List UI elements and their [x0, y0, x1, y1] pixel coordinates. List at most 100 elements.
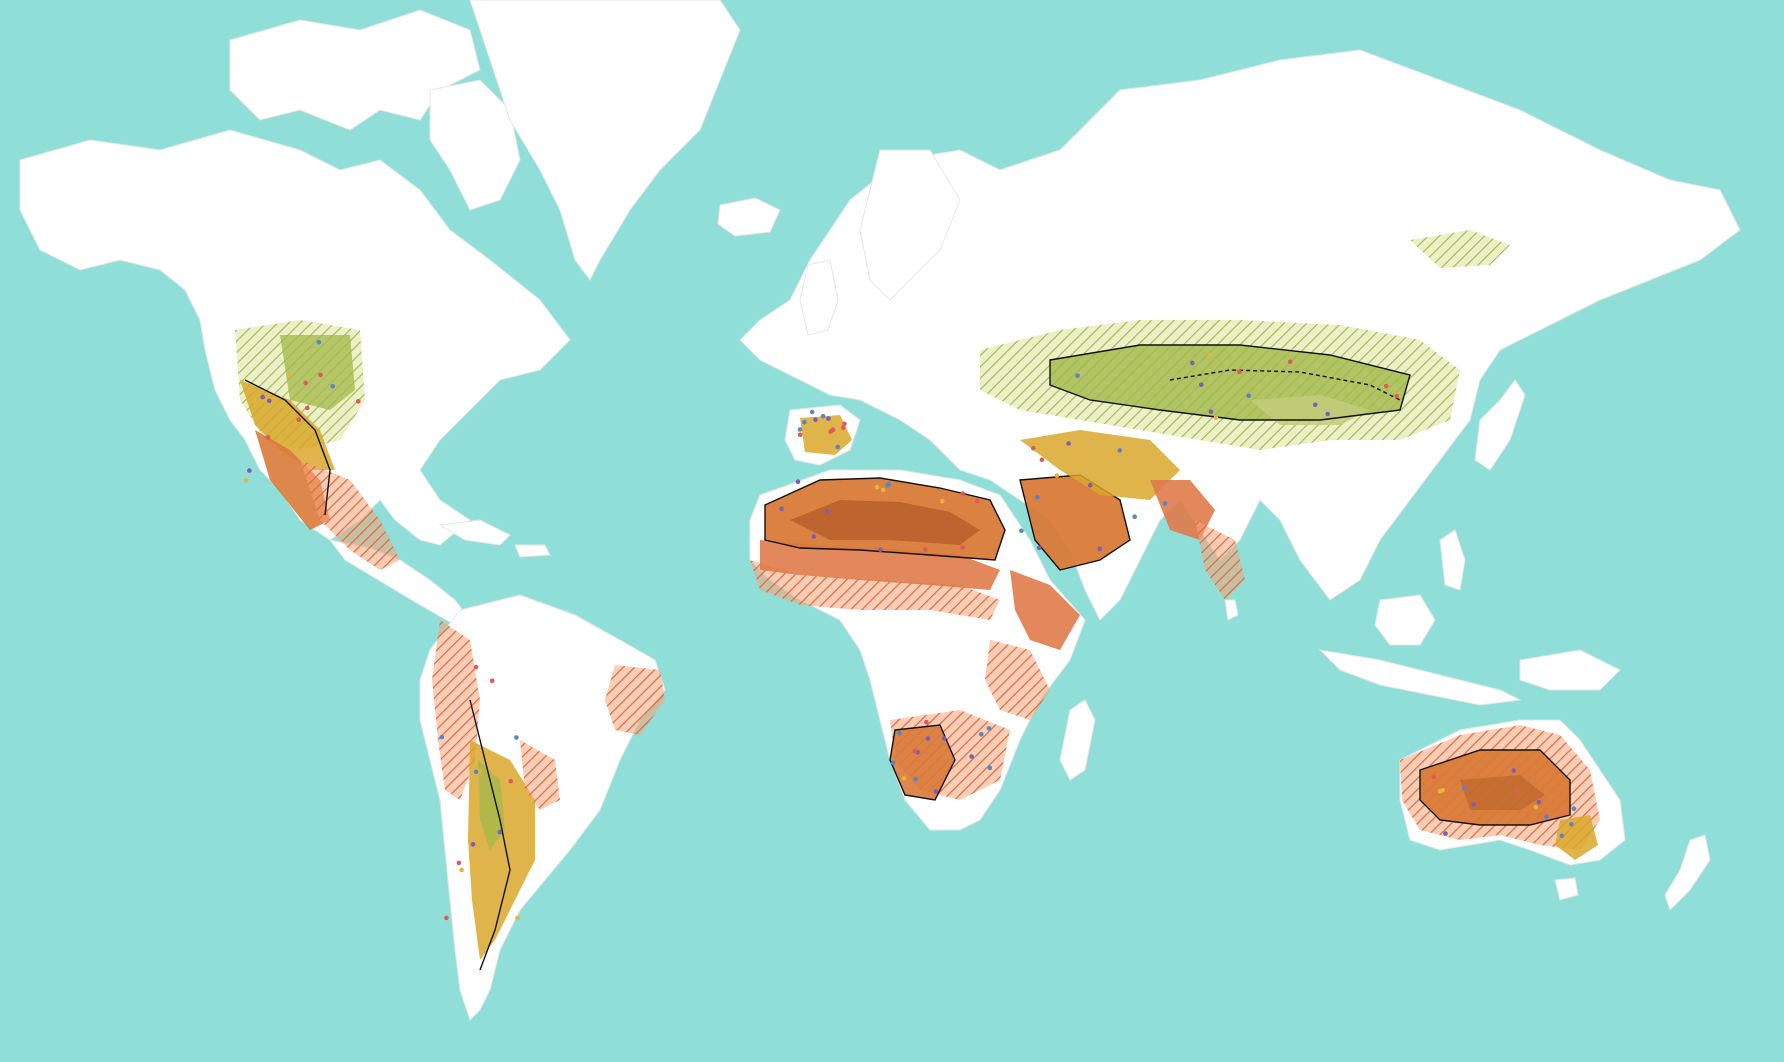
sample-point: [1312, 402, 1318, 408]
sample-point: [1533, 804, 1539, 810]
sample-point: [923, 547, 928, 552]
sample-point: [1461, 785, 1467, 791]
sample-point: [260, 394, 266, 400]
sample-point: [1088, 483, 1093, 488]
sahara-hatch: [750, 560, 1000, 620]
sample-point: [986, 726, 992, 731]
madagascar: [1059, 699, 1096, 781]
sa-hatch-west: [432, 620, 480, 800]
sample-point: [1536, 799, 1542, 805]
au-core: [1460, 775, 1545, 810]
india-hatch: [1195, 520, 1245, 600]
sample-point: [1394, 393, 1400, 399]
sahara-core: [790, 500, 980, 545]
sample-point: [1559, 833, 1565, 839]
sample-point: [1117, 448, 1123, 453]
sample-point: [1325, 411, 1330, 417]
sample-point: [1054, 473, 1060, 478]
sample-point: [247, 468, 252, 473]
borneo: [1374, 594, 1436, 646]
sample-point: [473, 664, 479, 670]
sa-hatch-ne: [605, 665, 665, 735]
sample-point: [969, 754, 974, 759]
na-outline: [244, 379, 331, 516]
sample-point: [831, 446, 836, 451]
siberia-hatch: [1410, 230, 1510, 268]
central-asia-dash: [1169, 369, 1401, 401]
sample-point: [1162, 501, 1168, 506]
central-asia-outline: [1049, 344, 1411, 421]
sample-point: [1135, 478, 1141, 483]
sample-point: [826, 416, 831, 421]
sample-point: [974, 498, 980, 504]
sa-outline: [469, 699, 511, 971]
sample-points: [243, 340, 1577, 921]
sample-point: [356, 399, 361, 404]
sample-point: [1515, 788, 1520, 793]
sample-point: [897, 730, 902, 736]
sample-point: [296, 417, 302, 423]
sample-point: [473, 769, 479, 775]
sample-point: [779, 506, 784, 512]
sample-point: [1132, 514, 1137, 519]
sample-point: [1287, 359, 1293, 365]
japan: [1474, 379, 1526, 471]
sample-point: [815, 446, 820, 452]
arabia-hot-desert: [1020, 475, 1130, 570]
sample-point: [797, 427, 803, 432]
cuba: [438, 519, 511, 546]
sample-point: [835, 444, 840, 450]
sample-point: [840, 425, 846, 430]
east-africa-hatch: [985, 640, 1050, 720]
sample-point: [1237, 369, 1242, 375]
iceland: [717, 197, 781, 237]
sample-point: [1571, 806, 1577, 811]
sample-point: [912, 748, 917, 754]
sample-point: [304, 405, 310, 411]
sample-point: [885, 482, 890, 488]
sample-point: [941, 736, 947, 741]
sample-point: [960, 491, 965, 496]
greenland: [469, 0, 741, 281]
great-britain: [799, 259, 839, 336]
sample-point: [1066, 441, 1071, 446]
sample-point: [444, 915, 449, 921]
sample-point: [243, 478, 249, 483]
iran-cold-arid: [1020, 430, 1180, 500]
au-cold-arid: [1555, 815, 1598, 860]
sample-point: [515, 915, 520, 921]
sample-point: [960, 545, 966, 550]
sample-point: [925, 736, 931, 741]
kalahari-outline: [889, 724, 956, 801]
sample-point: [470, 842, 476, 847]
na-hot-desert: [255, 430, 330, 530]
sample-point: [1097, 546, 1103, 552]
hispaniola: [514, 544, 551, 558]
sample-point: [318, 372, 323, 378]
sample-point: [439, 734, 445, 740]
sample-point: [303, 380, 308, 386]
sahara-hot-semiarid: [760, 540, 1000, 590]
sample-point: [825, 509, 830, 514]
sample-point: [795, 479, 801, 485]
sample-point: [456, 860, 462, 866]
sample-point: [1511, 768, 1516, 773]
sample-point: [1207, 353, 1212, 358]
sample-point: [265, 435, 271, 440]
sample-point: [1036, 545, 1042, 551]
sample-point: [880, 487, 886, 493]
sample-point: [878, 547, 883, 553]
sample-point: [797, 432, 803, 438]
new-zealand: [1664, 834, 1711, 911]
sample-point: [1208, 409, 1214, 415]
baffin-island: [429, 79, 521, 211]
iberia-cold-arid: [800, 415, 852, 455]
sample-point: [477, 769, 483, 774]
sample-point: [514, 735, 519, 740]
sample-point: [330, 384, 336, 389]
kalahari-hot: [890, 725, 955, 800]
sample-point: [316, 340, 322, 345]
sample-point: [1383, 383, 1389, 389]
sample-point: [1199, 382, 1204, 388]
